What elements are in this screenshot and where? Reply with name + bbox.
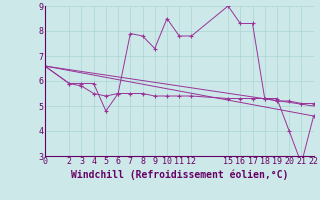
X-axis label: Windchill (Refroidissement éolien,°C): Windchill (Refroidissement éolien,°C) [70,169,288,180]
